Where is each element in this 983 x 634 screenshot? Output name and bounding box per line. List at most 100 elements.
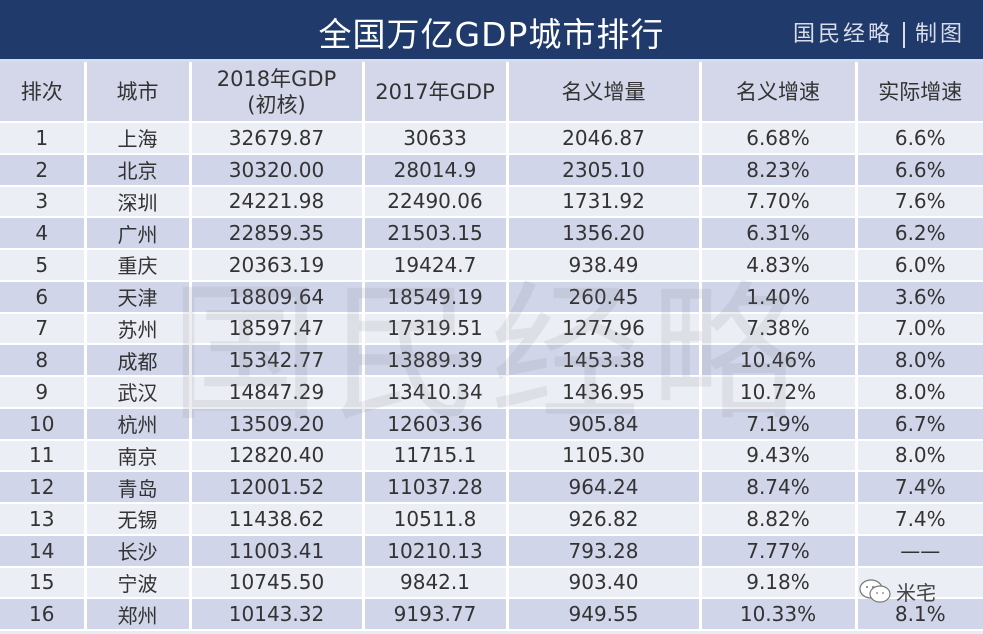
cell-city: 重庆	[85, 249, 192, 282]
header-rank: 排次	[0, 62, 87, 123]
cell-rank: 11	[0, 439, 87, 473]
credit-divider	[902, 22, 905, 48]
cell-gdp2018: 10745.50	[190, 566, 365, 600]
cell-real-growth: 6.2%	[856, 217, 983, 250]
cell-city: 南京	[85, 439, 192, 473]
cell-nominal-growth: 10.33%	[700, 598, 858, 631]
cell-gdp2018: 14847.29	[190, 376, 365, 409]
cell-rank: 14	[0, 534, 87, 568]
cell-city: 北京	[85, 153, 192, 187]
cell-gdp2017: 13410.34	[363, 376, 509, 409]
cell-real-growth: 8.0%	[856, 439, 983, 473]
cell-gdp2017: 30633	[363, 122, 509, 155]
cell-gdp2018: 15342.77	[190, 344, 365, 377]
header-gdp2018: 2018年GDP (初核)	[190, 62, 365, 123]
cell-rank: 15	[0, 566, 87, 600]
table-row: 5 重庆 20363.19 19424.7 938.49 4.83% 6.0%	[0, 249, 983, 282]
cell-rank: 8	[0, 344, 87, 377]
cell-rank: 13	[0, 503, 87, 536]
cell-city: 广州	[85, 217, 192, 250]
cell-gdp2017: 11715.1	[363, 439, 509, 473]
cell-gdp2017: 9193.77	[363, 598, 509, 631]
table-row: 14 长沙 11003.41 10210.13 793.28 7.77% ——	[0, 534, 983, 568]
table-row: 11 南京 12820.40 11715.1 1105.30 9.43% 8.0%	[0, 439, 983, 473]
cell-rank: 16	[0, 598, 87, 631]
cell-real-growth: 6.0%	[856, 249, 983, 282]
cell-real-growth: 7.4%	[856, 503, 983, 536]
cell-rank: 3	[0, 185, 87, 219]
cell-city: 武汉	[85, 376, 192, 409]
gdp-ranking-table: 排次 城市 2018年GDP (初核) 2017年GDP 名义增量 名义增速 实际…	[0, 62, 983, 631]
cell-nominal-growth: 8.23%	[700, 153, 858, 187]
cell-rank: 2	[0, 153, 87, 187]
cell-increase: 1731.92	[507, 185, 702, 219]
cell-increase: 1105.30	[507, 439, 702, 473]
cell-rank: 5	[0, 249, 87, 282]
cell-increase: 2046.87	[507, 122, 702, 155]
cell-city: 深圳	[85, 185, 192, 219]
cell-gdp2018: 24221.98	[190, 185, 365, 219]
table-row: 8 成都 15342.77 13889.39 1453.38 10.46% 8.0%	[0, 344, 983, 377]
cell-real-growth: 8.0%	[856, 376, 983, 409]
cell-gdp2017: 9842.1	[363, 566, 509, 600]
cell-nominal-growth: 1.40%	[700, 280, 858, 314]
cell-nominal-growth: 9.18%	[700, 566, 858, 600]
table-row: 7 苏州 18597.47 17319.51 1277.96 7.38% 7.0%	[0, 312, 983, 346]
table-row: 3 深圳 24221.98 22490.06 1731.92 7.70% 7.6%	[0, 185, 983, 219]
page-title: 全国万亿GDP城市排行	[318, 15, 665, 54]
cell-gdp2017: 10511.8	[363, 503, 509, 536]
cell-rank: 4	[0, 217, 87, 250]
cell-gdp2017: 22490.06	[363, 185, 509, 219]
cell-rank: 7	[0, 312, 87, 346]
cell-real-growth: 7.6%	[856, 185, 983, 219]
header-nominal-increase: 名义增量	[507, 62, 702, 123]
cell-real-growth: 6.7%	[856, 407, 983, 441]
table-header-row: 排次 城市 2018年GDP (初核) 2017年GDP 名义增量 名义增速 实际…	[0, 62, 983, 123]
table-row: 2 北京 30320.00 28014.9 2305.10 8.23% 6.6%	[0, 153, 983, 187]
cell-gdp2018: 12820.40	[190, 439, 365, 473]
header-nominal-growth: 名义增速	[700, 62, 858, 123]
cell-real-growth: 7.4%	[856, 471, 983, 504]
table-row: 4 广州 22859.35 21503.15 1356.20 6.31% 6.2%	[0, 217, 983, 250]
cell-increase: 1356.20	[507, 217, 702, 250]
cell-city: 宁波	[85, 566, 192, 600]
cell-gdp2018: 11003.41	[190, 534, 365, 568]
title-banner: 全国万亿GDP城市排行 国民经略 制图	[0, 0, 983, 62]
header-gdp2018-line1: 2018年GDP	[216, 66, 337, 91]
credit-label: 国民经略 制图	[793, 16, 965, 48]
cell-city: 天津	[85, 280, 192, 314]
cell-nominal-growth: 7.38%	[700, 312, 858, 346]
cell-gdp2017: 19424.7	[363, 249, 509, 282]
cell-increase: 905.84	[507, 407, 702, 441]
cell-city: 无锡	[85, 503, 192, 536]
cell-nominal-growth: 7.19%	[700, 407, 858, 441]
cell-gdp2017: 28014.9	[363, 153, 509, 187]
cell-rank: 6	[0, 280, 87, 314]
cell-rank: 12	[0, 471, 87, 504]
table-row: 6 天津 18809.64 18549.19 260.45 1.40% 3.6%	[0, 280, 983, 314]
cell-rank: 9	[0, 376, 87, 409]
cell-gdp2017: 11037.28	[363, 471, 509, 504]
cell-nominal-growth: 9.43%	[700, 439, 858, 473]
cell-gdp2018: 13509.20	[190, 407, 365, 441]
credit-source: 国民经略	[792, 22, 893, 47]
cell-city: 上海	[85, 122, 192, 155]
cell-nominal-growth: 7.77%	[700, 534, 858, 568]
cell-nominal-growth: 7.70%	[700, 185, 858, 219]
credit-made: 制图	[914, 22, 965, 47]
cell-real-growth: ——	[856, 534, 983, 568]
cell-city: 长沙	[85, 534, 192, 568]
cell-increase: 260.45	[507, 280, 702, 314]
cell-increase: 949.55	[507, 598, 702, 631]
table-row: 15 宁波 10745.50 9842.1 903.40 9.18%	[0, 566, 983, 600]
cell-rank: 1	[0, 122, 87, 155]
cell-city: 青岛	[85, 471, 192, 504]
cell-gdp2018: 11438.62	[190, 503, 365, 536]
cell-increase: 1436.95	[507, 376, 702, 409]
cell-nominal-growth: 4.83%	[700, 249, 858, 282]
cell-real-growth: 3.6%	[856, 280, 983, 314]
cell-gdp2017: 21503.15	[363, 217, 509, 250]
cell-real-growth	[856, 566, 983, 600]
cell-nominal-growth: 8.74%	[700, 471, 858, 504]
cell-city: 郑州	[85, 598, 192, 631]
